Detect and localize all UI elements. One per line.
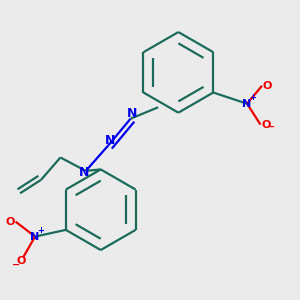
Text: O: O	[6, 217, 15, 227]
Text: O: O	[263, 81, 272, 91]
Text: O: O	[17, 256, 26, 266]
Text: N: N	[242, 99, 252, 109]
Text: O: O	[261, 120, 271, 130]
Text: N: N	[127, 107, 137, 120]
Text: −: −	[13, 260, 21, 270]
Text: N: N	[30, 232, 40, 242]
Text: N: N	[79, 166, 89, 179]
Text: +: +	[37, 226, 44, 235]
Text: −: −	[267, 122, 275, 132]
Text: +: +	[249, 93, 256, 102]
Text: N: N	[104, 134, 115, 147]
